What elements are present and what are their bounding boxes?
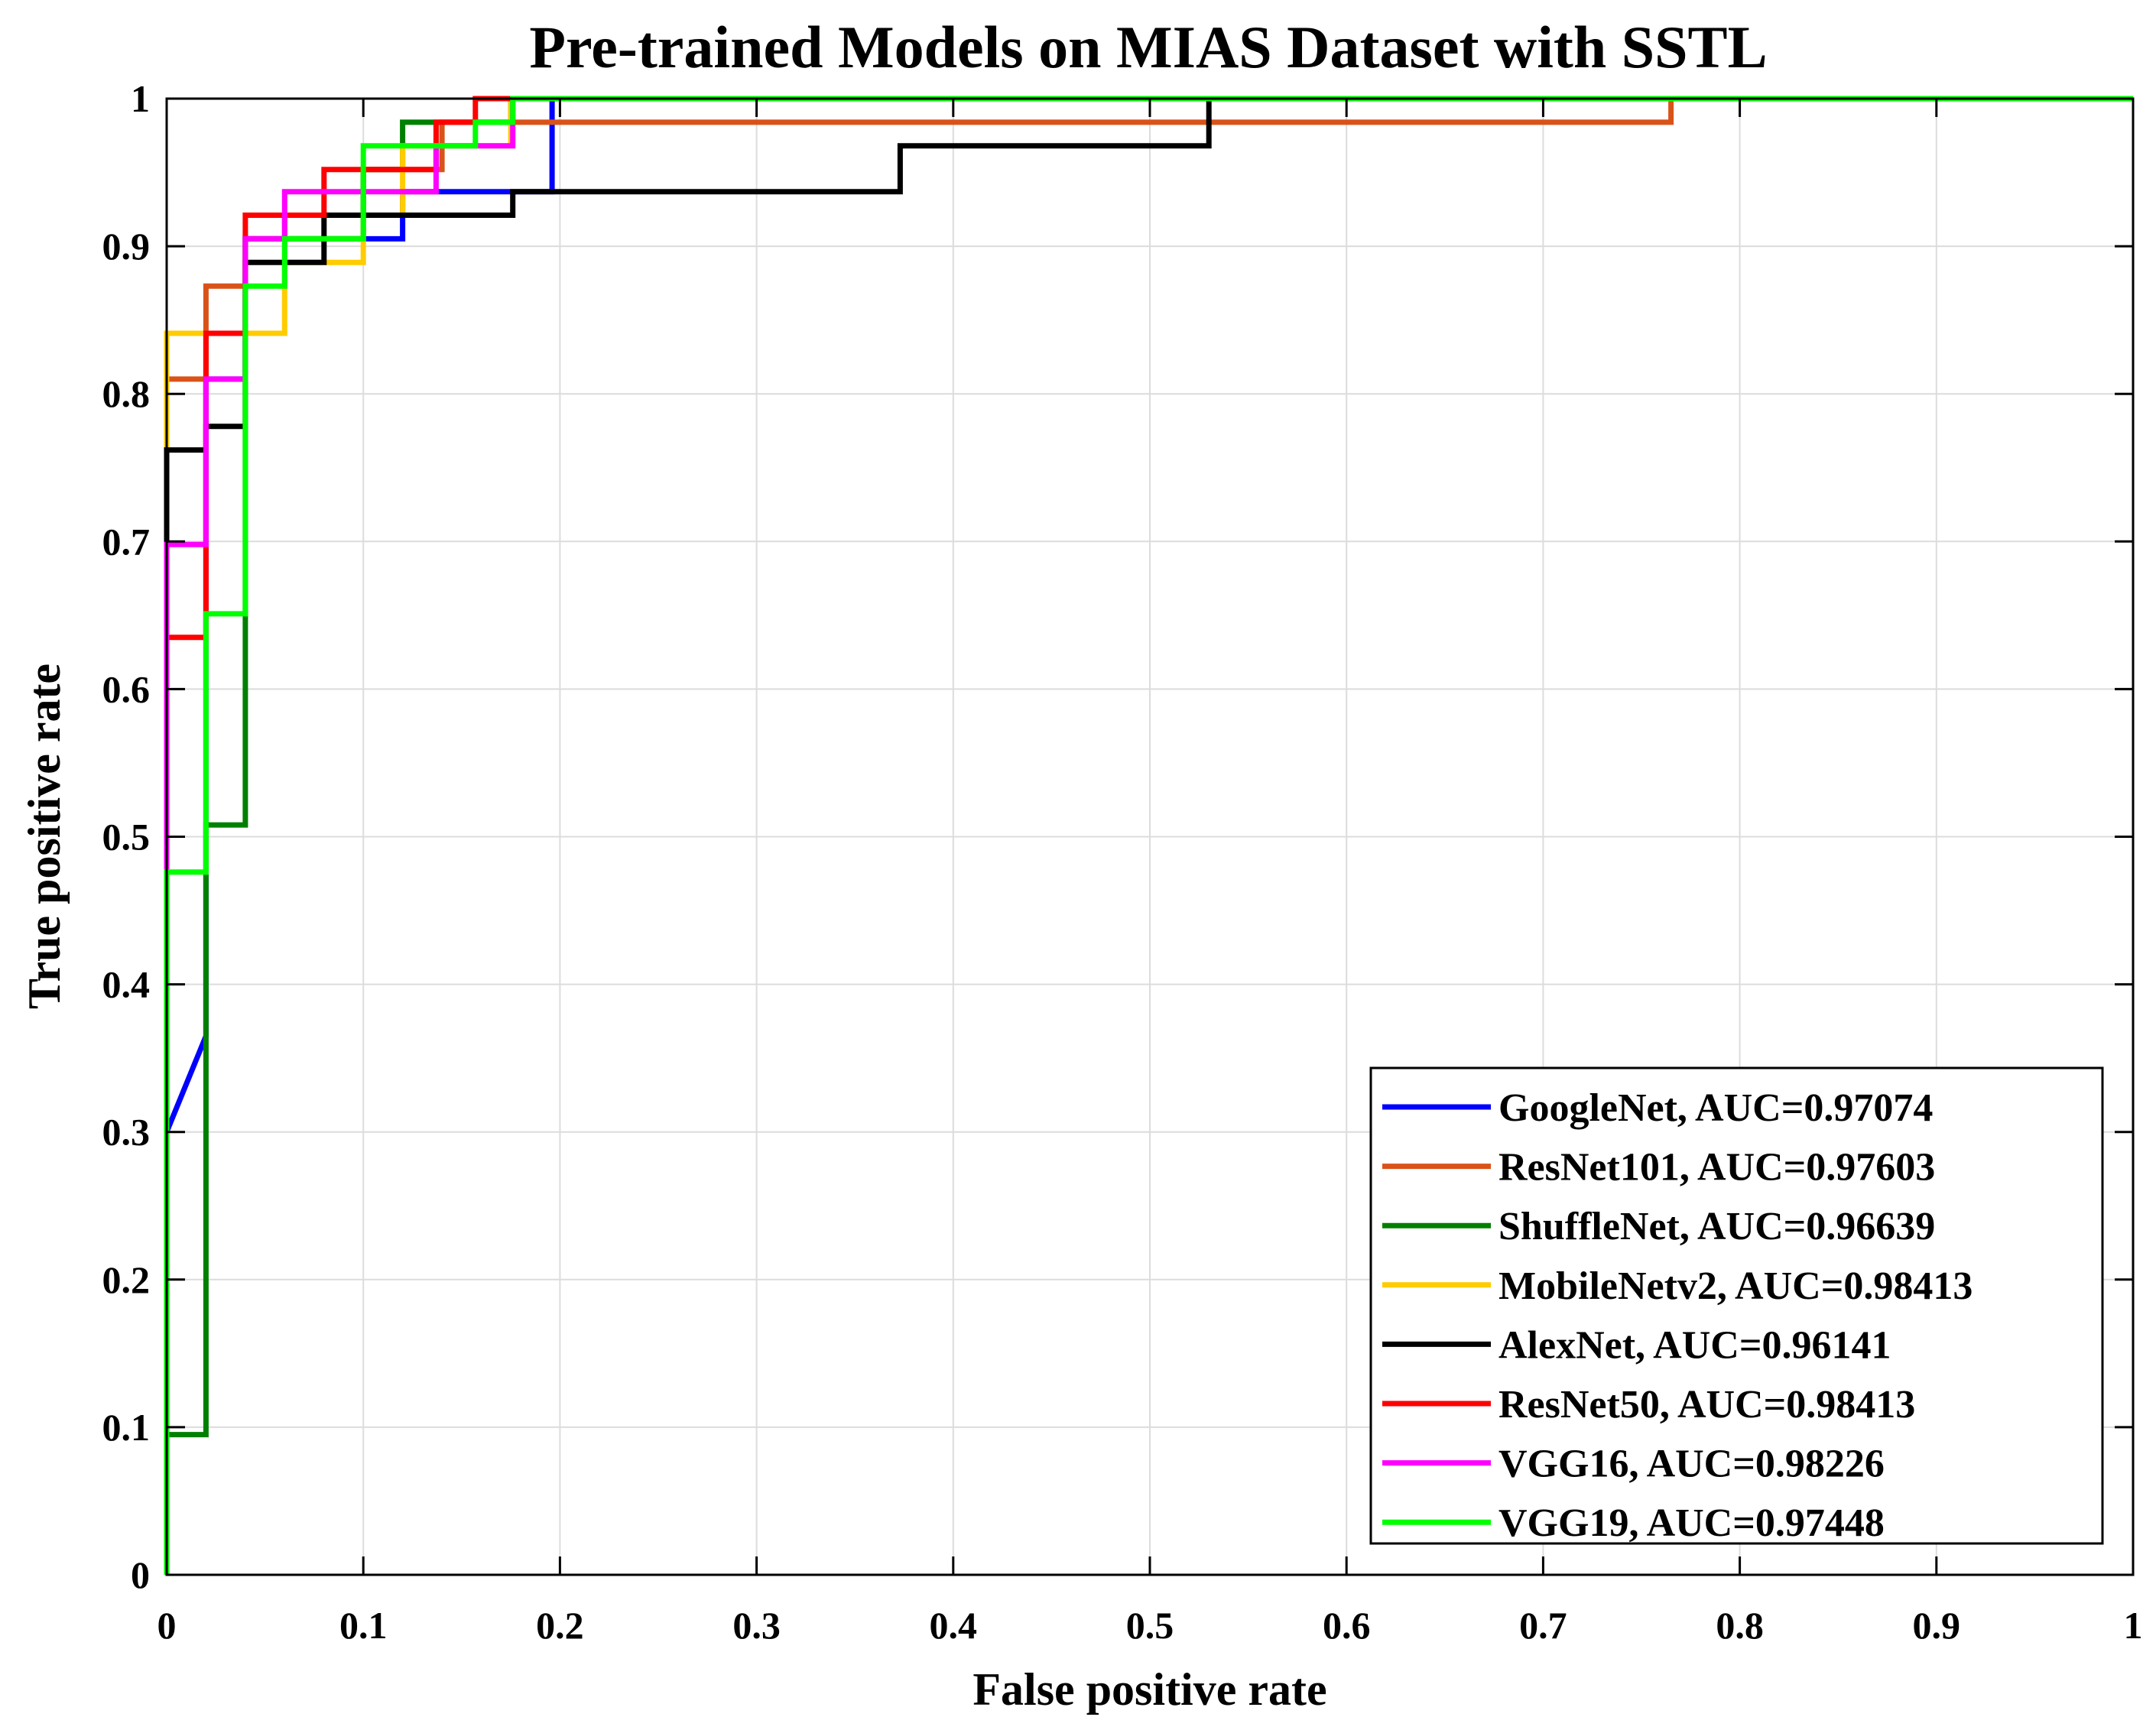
y-tick-label: 0.3 — [102, 1111, 151, 1154]
x-tick-label: 0.9 — [1913, 1604, 1961, 1647]
grid-lines — [167, 99, 2133, 1575]
y-axis-label: True positive rate — [19, 664, 70, 1009]
x-axis-label: False positive rate — [972, 1664, 1326, 1715]
y-tick-label: 0.1 — [102, 1406, 151, 1449]
x-tick-label: 0.3 — [732, 1604, 781, 1647]
legend-box — [1369, 1066, 2104, 1545]
legend-label-resnet101: ResNet101, AUC=0.97603 — [1498, 1146, 1935, 1190]
legend-label-vgg16: VGG16, AUC=0.98226 — [1498, 1443, 1885, 1486]
series-line-vgg19 — [164, 96, 2133, 1575]
y-tick-label: 0.4 — [102, 963, 151, 1006]
y-tick-label: 0 — [131, 1553, 150, 1596]
x-tick-label: 0.4 — [930, 1604, 978, 1647]
y-tick-label: 1 — [131, 77, 150, 120]
x-tick-labels: 0 0.1 0.2 0.3 0.4 0.5 0.6 0.7 0.8 0.9 1 — [157, 1604, 2143, 1647]
x-tick-label: 1 — [2124, 1604, 2143, 1647]
x-tick-label: 0.7 — [1519, 1604, 1567, 1647]
x-tick-label: 0.1 — [339, 1604, 388, 1647]
y-tick-label: 0.7 — [102, 520, 151, 563]
axis-ticks — [165, 97, 2135, 1576]
y-tick-labels: 0 0.1 0.2 0.3 0.4 0.5 0.6 0.7 0.8 0.9 1 — [102, 77, 151, 1596]
legend-label-alexnet: AlexNet, AUC=0.96141 — [1498, 1323, 1891, 1367]
y-tick-label: 0.2 — [102, 1258, 151, 1301]
legend-label-googlenet: GoogleNet, AUC=0.97074 — [1498, 1086, 1933, 1130]
legend-label-vgg19: VGG19, AUC=0.97448 — [1498, 1501, 1885, 1545]
legend-label-resnet50: ResNet50, AUC=0.98413 — [1498, 1383, 1915, 1427]
x-tick-label: 0.6 — [1323, 1604, 1371, 1647]
x-tick-label: 0.2 — [536, 1604, 584, 1647]
series-lines — [164, 96, 2133, 1575]
legend: GoogleNet, AUC=0.97074 ResNet101, AUC=0.9… — [1369, 1066, 2104, 1545]
y-tick-label: 0.9 — [102, 225, 151, 268]
x-tick-label: 0.8 — [1716, 1604, 1764, 1647]
series-line-vgg16 — [164, 96, 2133, 1575]
chart-title: Pre-trained Models on MIAS Dataset with … — [529, 14, 1767, 80]
legend-label-mobilenetv2: MobileNetv2, AUC=0.98413 — [1498, 1264, 1973, 1308]
y-tick-label: 0.6 — [102, 667, 151, 710]
legend-label-shufflenet: ShuffleNet, AUC=0.96639 — [1498, 1205, 1935, 1248]
x-tick-label: 0.5 — [1126, 1604, 1174, 1647]
y-tick-label: 0.5 — [102, 816, 151, 859]
y-tick-label: 0.8 — [102, 372, 151, 415]
x-tick-label: 0 — [157, 1604, 177, 1647]
